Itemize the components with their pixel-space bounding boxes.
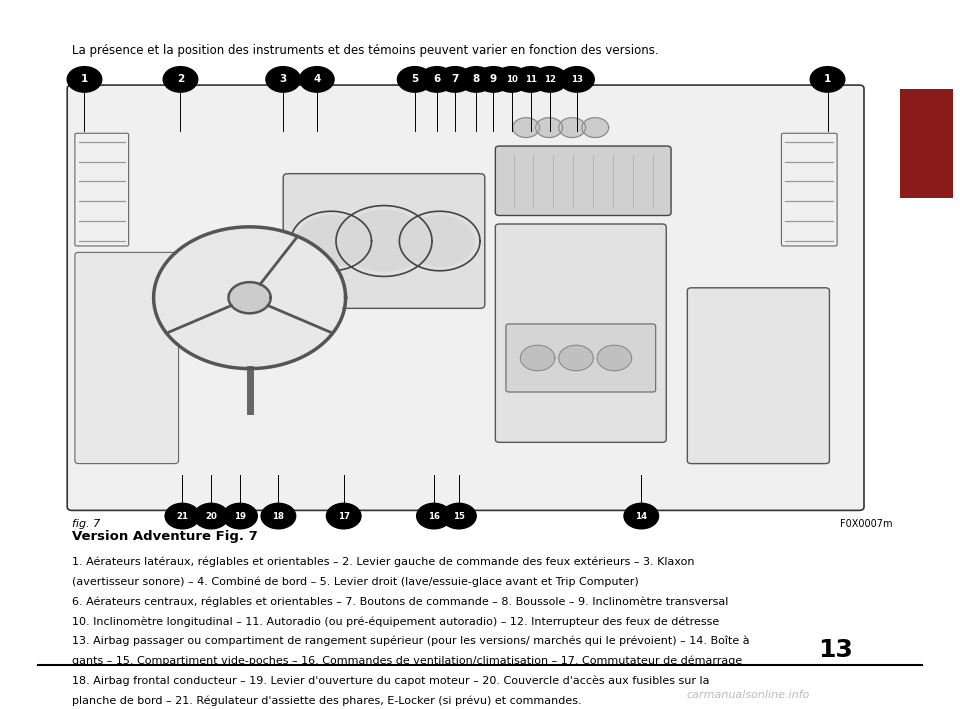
FancyBboxPatch shape [495, 146, 671, 216]
Circle shape [326, 503, 361, 529]
Text: 13: 13 [571, 75, 583, 84]
FancyBboxPatch shape [283, 174, 485, 308]
Circle shape [223, 503, 257, 529]
Text: 13. Airbag passager ou compartiment de rangement supérieur (pour les versions/ m: 13. Airbag passager ou compartiment de r… [72, 636, 750, 647]
Text: 12: 12 [544, 75, 556, 84]
Circle shape [520, 345, 555, 371]
Text: planche de bord – 21. Régulateur d'assiette des phares, E-Locker (si prévu) et c: planche de bord – 21. Régulateur d'assie… [72, 696, 582, 706]
Circle shape [156, 229, 343, 367]
Circle shape [533, 67, 567, 92]
Circle shape [513, 118, 540, 138]
Text: 10. Inclinomètre longitudinal – 11. Autoradio (ou pré-équipement autoradio) – 12: 10. Inclinomètre longitudinal – 11. Auto… [72, 616, 719, 627]
Text: 8: 8 [472, 74, 480, 84]
Circle shape [163, 67, 198, 92]
Text: 20: 20 [205, 512, 217, 520]
Text: 1: 1 [81, 74, 88, 84]
Text: 18. Airbag frontal conducteur – 19. Levier d'ouverture du capot moteur – 20. Cou: 18. Airbag frontal conducteur – 19. Levi… [72, 676, 709, 686]
Circle shape [494, 67, 529, 92]
Text: La présence et la position des instruments et des témoins peuvent varier en fonc: La présence et la position des instrumen… [72, 44, 659, 57]
Text: 2: 2 [177, 74, 184, 84]
Text: 18: 18 [273, 512, 284, 520]
Text: 13: 13 [818, 638, 852, 662]
Text: 17: 17 [338, 512, 349, 520]
Text: 1: 1 [824, 74, 831, 84]
Circle shape [582, 118, 609, 138]
Text: 11: 11 [525, 75, 537, 84]
FancyBboxPatch shape [495, 224, 666, 442]
FancyBboxPatch shape [67, 85, 864, 510]
Text: 6: 6 [433, 74, 441, 84]
Text: 1. Aérateurs latéraux, réglables et orientables – 2. Levier gauche de commande d: 1. Aérateurs latéraux, réglables et orie… [72, 557, 694, 567]
Circle shape [405, 216, 474, 267]
Circle shape [536, 118, 563, 138]
Text: (avertisseur sonore) – 4. Combiné de bord – 5. Levier droit (lave/essuie-glace a: (avertisseur sonore) – 4. Combiné de bor… [72, 576, 638, 587]
Text: 7: 7 [451, 74, 459, 84]
Circle shape [165, 503, 200, 529]
Circle shape [514, 67, 548, 92]
Circle shape [459, 67, 493, 92]
Text: 10: 10 [506, 75, 517, 84]
Circle shape [67, 67, 102, 92]
Text: Version Adventure Fig. 7: Version Adventure Fig. 7 [72, 530, 257, 543]
Circle shape [420, 67, 454, 92]
Text: 14: 14 [636, 512, 647, 520]
Circle shape [230, 284, 269, 312]
Text: 4: 4 [313, 74, 321, 84]
Circle shape [297, 216, 366, 267]
Text: 6. Aérateurs centraux, réglables et orientables – 7. Boutons de commande – 8. Bo: 6. Aérateurs centraux, réglables et orie… [72, 596, 729, 607]
Circle shape [597, 345, 632, 371]
Circle shape [559, 118, 586, 138]
Circle shape [560, 67, 594, 92]
Text: F0X0007m: F0X0007m [840, 519, 893, 529]
Circle shape [344, 211, 424, 271]
Circle shape [397, 67, 432, 92]
Text: 16: 16 [428, 512, 440, 520]
Text: carmanualsonline.info: carmanualsonline.info [686, 691, 809, 700]
Circle shape [476, 67, 511, 92]
Text: 3: 3 [279, 74, 287, 84]
Circle shape [266, 67, 300, 92]
Text: gants – 15. Compartiment vide-poches – 16. Commandes de ventilation/climatisatio: gants – 15. Compartiment vide-poches – 1… [72, 656, 742, 666]
Circle shape [810, 67, 845, 92]
Text: 15: 15 [453, 512, 465, 520]
Circle shape [417, 503, 451, 529]
Circle shape [624, 503, 659, 529]
FancyBboxPatch shape [506, 324, 656, 392]
Circle shape [300, 67, 334, 92]
Circle shape [261, 503, 296, 529]
Text: 5: 5 [411, 74, 419, 84]
Circle shape [442, 503, 476, 529]
Circle shape [559, 345, 593, 371]
FancyBboxPatch shape [687, 288, 829, 464]
Circle shape [194, 503, 228, 529]
Bar [900, 89, 953, 199]
Circle shape [438, 67, 472, 92]
Text: fig. 7: fig. 7 [72, 519, 100, 529]
FancyBboxPatch shape [75, 252, 179, 464]
Text: 19: 19 [234, 512, 246, 520]
Text: 21: 21 [177, 512, 188, 520]
Text: 9: 9 [490, 74, 497, 84]
